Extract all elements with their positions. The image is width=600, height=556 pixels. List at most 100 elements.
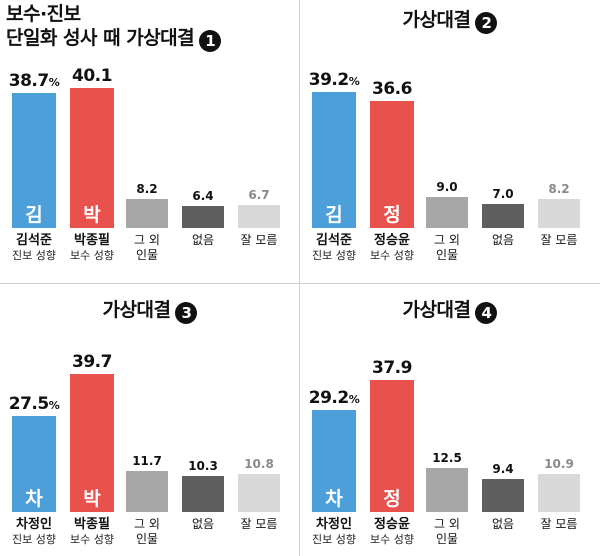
category-label: 그 외 인물 [418,233,476,263]
category-label: 잘 모름 [230,233,288,248]
bar-initial-label: 김 [312,200,356,227]
candidate-name: 김석준 [4,233,64,248]
bar-other [182,206,224,228]
bar-value: 6.7 [248,188,269,202]
bar-value: 39.2 [309,70,349,90]
panel-title-line: 단일화 성사 때 가상대결 1 [6,26,221,52]
bar-initial-label: 김 [12,200,56,227]
candidate-name: 박종필 [62,517,122,532]
percent-sign: % [349,75,360,88]
panel-number-badge: 1 [199,30,221,52]
category-label: 김석준 진보 성향 [4,233,64,263]
category-line: 그 외 [418,517,476,532]
bar-value-label: 37.9 [362,358,422,378]
candidate-name: 정승윤 [362,233,422,248]
bar-value: 29.2 [309,388,349,408]
category-line: 그 외 [418,233,476,248]
bar-value: 9.0 [436,180,457,194]
bar-value: 7.0 [492,187,513,201]
bar-other [238,205,280,228]
category-line: 잘 모름 [230,233,288,248]
candidate-leaning: 보수 성향 [62,532,122,547]
bar-value: 10.8 [244,457,274,471]
candidate-name: 차정인 [4,517,64,532]
panel-title-line: 가상대결 2 [300,8,600,34]
category-label: 없음 [474,517,532,532]
bar-value: 6.4 [192,189,213,203]
category-label: 김석준 진보 성향 [304,233,364,263]
panel-title: 가상대결 4 [300,298,600,324]
bar-value: 27.5 [9,394,49,414]
bar-value-label: 8.2 [118,182,176,196]
category-line: 없음 [174,233,232,248]
candidate-leaning: 진보 성향 [4,532,64,547]
category-label: 잘 모름 [530,517,588,532]
category-label: 없음 [474,233,532,248]
category-label: 정승윤 보수 성향 [362,233,422,263]
category-line: 인물 [418,532,476,547]
category-line: 없음 [474,233,532,248]
bar-value: 10.9 [544,457,574,471]
bar-initial-label: 차 [12,484,56,511]
candidate-leaning: 보수 성향 [362,532,422,547]
bar-value-label: 12.5 [418,451,476,465]
category-line: 없음 [174,517,232,532]
candidate-leaning: 진보 성향 [4,248,64,263]
category-line: 인물 [418,248,476,263]
candidate-leaning: 보수 성향 [62,248,122,263]
category-line: 그 외 [118,233,176,248]
bar-initial-label: 정 [370,200,414,227]
bar-value-label: 6.4 [174,189,232,203]
percent-sign: % [49,76,60,89]
bar-other [426,468,468,512]
bar-initial-label: 박 [70,484,114,511]
category-label: 박종필 보수 성향 [62,517,122,547]
bar-other [126,471,168,512]
category-label: 없음 [174,517,232,532]
panel-title: 가상대결 3 [0,298,300,324]
bar-value-label: 39.2% [304,70,364,90]
category-line: 없음 [474,517,532,532]
bar-value: 8.2 [548,182,569,196]
bar-value: 36.6 [372,79,412,99]
panel-number-badge: 3 [175,302,197,324]
bar-value-label: 6.7 [230,188,288,202]
candidate-name: 정승윤 [362,517,422,532]
candidate-name: 박종필 [62,233,122,248]
bar-value-label: 40.1 [62,66,122,86]
bar-value-label: 10.9 [530,457,588,471]
bar-other [482,479,524,512]
category-label: 정승윤 보수 성향 [362,517,422,547]
category-line: 인물 [118,248,176,263]
bar-other [482,204,524,228]
category-line: 인물 [118,532,176,547]
bar-value-label: 9.4 [474,462,532,476]
bar-value: 9.4 [492,462,513,476]
bar-value-label: 36.6 [362,79,422,99]
bar-value-label: 9.0 [418,180,476,194]
bar-value-label: 27.5% [4,394,64,414]
category-line: 잘 모름 [230,517,288,532]
panel-title: 가상대결 2 [300,8,600,34]
percent-sign: % [49,399,60,412]
candidate-leaning: 진보 성향 [304,248,364,263]
bar-value-label: 11.7 [118,454,176,468]
category-label: 박종필 보수 성향 [62,233,122,263]
bar-value: 11.7 [132,454,162,468]
bar-value-label: 8.2 [530,182,588,196]
bar-other [126,199,168,228]
bar-value-label: 39.7 [62,352,122,372]
category-line: 잘 모름 [530,517,588,532]
panel-number-badge: 4 [475,302,497,324]
candidate-name: 차정인 [304,517,364,532]
bar-value-label: 7.0 [474,187,532,201]
candidate-name: 김석준 [304,233,364,248]
category-label: 그 외 인물 [118,233,176,263]
bar-other [238,474,280,512]
category-label: 그 외 인물 [118,517,176,547]
candidate-leaning: 보수 성향 [362,248,422,263]
bar-value-label: 29.2% [304,388,364,408]
bar-other [182,476,224,512]
panel-title-line: 가상대결 3 [0,298,300,324]
panel-title: 보수·진보 단일화 성사 때 가상대결 1 [6,2,221,52]
